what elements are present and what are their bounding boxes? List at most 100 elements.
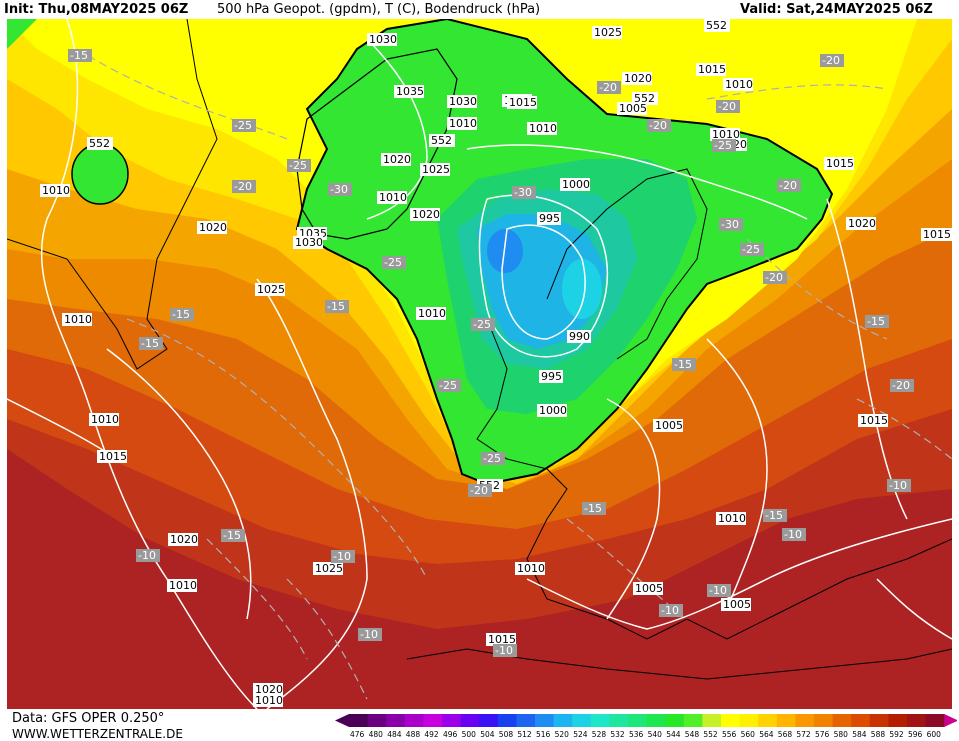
svg-text:-15: -15 [70, 49, 88, 62]
temperature-label: -20 [820, 54, 844, 67]
svg-text:-25: -25 [234, 119, 252, 132]
temperature-label: -15 [139, 337, 163, 350]
svg-text:-25: -25 [439, 379, 457, 392]
svg-text:1010: 1010 [379, 191, 407, 204]
pressure-label: 1010 [62, 313, 92, 326]
svg-text:-15: -15 [765, 509, 783, 522]
greenland-outline [296, 48, 458, 240]
colorbar-swatch [349, 714, 368, 727]
temperature-label: -20 [647, 119, 671, 132]
colorbar-swatch [665, 714, 685, 727]
colorbar-swatch [869, 714, 889, 727]
svg-text:-25: -25 [714, 139, 732, 152]
map-header: Init: Thu,08MAY2025 06Z 500 hPa Geopot. … [0, 0, 959, 19]
colorbar-swatch [535, 714, 554, 727]
colorbar-swatch [776, 714, 796, 727]
temperature-label: -30 [512, 186, 536, 199]
svg-text:1010: 1010 [255, 694, 283, 707]
colorbar-tick-label: 568 [778, 730, 793, 739]
colorbar-swatch [739, 714, 759, 727]
colorbar-swatch [683, 714, 703, 727]
colorbar: 476 480 484 488 492 496 500 504 508 512 516 520 524 5… [335, 714, 957, 739]
colorbar-tick-label: 588 [871, 730, 886, 739]
pressure-label: 1025 [420, 163, 450, 176]
temperature-label: -10 [136, 549, 160, 562]
svg-text:995: 995 [539, 212, 560, 225]
svg-text:-20: -20 [779, 179, 797, 192]
svg-text:1020: 1020 [199, 221, 227, 234]
colorbar-swatch [497, 714, 517, 727]
pressure-label: 1010 [89, 413, 119, 426]
svg-text:-15: -15 [584, 502, 602, 515]
temperature-label: -15 [672, 358, 696, 371]
colorbar-swatch [590, 714, 610, 727]
svg-text:1010: 1010 [718, 512, 746, 525]
colorbar-swatch [460, 714, 480, 727]
colorbar-tick-label: 548 [685, 730, 700, 739]
temperature-label: -10 [659, 604, 683, 617]
svg-text:552: 552 [89, 137, 110, 150]
pressure-label: 1035 [394, 85, 424, 98]
svg-text:-20: -20 [822, 54, 840, 67]
pressure-label: 1010 [40, 184, 70, 197]
colorbar-tick-label: 572 [796, 730, 811, 739]
data-source: Data: GFS OPER 0.250° [12, 711, 165, 726]
init-time: Init: Thu,08MAY2025 06Z [4, 2, 189, 17]
temperature-label: -10 [331, 550, 355, 563]
pressure-label: 1015 [696, 63, 726, 76]
svg-text:1030: 1030 [295, 236, 323, 249]
colorbar-tick-label: 564 [759, 730, 774, 739]
svg-text:-25: -25 [483, 452, 501, 465]
colorbar-swatch [442, 714, 461, 727]
temperature-label: -30 [719, 218, 743, 231]
svg-text:-20: -20 [599, 81, 617, 94]
pressure-label: 1015 [824, 157, 854, 170]
colorbar-tick-label: 524 [573, 730, 588, 739]
svg-text:-10: -10 [784, 528, 802, 541]
svg-text:1025: 1025 [594, 26, 622, 39]
svg-text:1020: 1020 [412, 208, 440, 221]
colorbar-tick-label: 480 [369, 730, 384, 739]
colorbar-arrow-high [944, 714, 957, 727]
pressure-label: 1020 [410, 208, 440, 221]
geopotential-label: 552 [87, 137, 113, 150]
colorbar-tick-label: 596 [908, 730, 923, 739]
svg-text:-15: -15 [327, 300, 345, 313]
temperature-label: -20 [777, 179, 801, 192]
temperature-label: -15 [170, 308, 194, 321]
svg-text:1020: 1020 [624, 72, 652, 85]
colorbar-arrow-low [335, 714, 349, 727]
colorbar-tick-label: 580 [834, 730, 849, 739]
temperature-label: -10 [782, 528, 806, 541]
colorbar-tick-label: 484 [387, 730, 402, 739]
svg-text:-15: -15 [867, 315, 885, 328]
pressure-label: 1000 [537, 404, 567, 417]
pressure-label: 995 [537, 212, 561, 225]
colorbar-swatch [907, 714, 926, 727]
colorbar-tick-label: 532 [610, 730, 625, 739]
temperature-label: -15 [325, 300, 349, 313]
temperature-label: -25 [232, 119, 256, 132]
colorbar-swatch [851, 714, 871, 727]
weather-map: 552 552 552 552 552 1030 1025 1015 1020 … [7, 19, 952, 709]
svg-text:1015: 1015 [509, 96, 537, 109]
pressure-label: 1030 [293, 236, 323, 249]
svg-text:-15: -15 [172, 308, 190, 321]
cutoff-552-north [7, 19, 37, 49]
svg-text:1000: 1000 [539, 404, 567, 417]
svg-text:995: 995 [541, 370, 562, 383]
svg-text:1010: 1010 [42, 184, 70, 197]
colorbar-swatch [367, 714, 387, 727]
pressure-label: 995 [539, 370, 563, 383]
temperature-label: -20 [232, 180, 256, 193]
pressure-label: 1010 [377, 191, 407, 204]
temperature-label: -15 [763, 509, 787, 522]
colorbar-swatch [814, 714, 833, 727]
svg-text:1010: 1010 [418, 307, 446, 320]
svg-text:-20: -20 [892, 379, 910, 392]
svg-text:-20: -20 [470, 484, 488, 497]
colorbar-tick-label: 584 [852, 730, 867, 739]
colorbar-tick-label: 544 [666, 730, 681, 739]
temperature-label: -10 [493, 644, 517, 657]
pressure-label: 1010 [710, 128, 740, 141]
